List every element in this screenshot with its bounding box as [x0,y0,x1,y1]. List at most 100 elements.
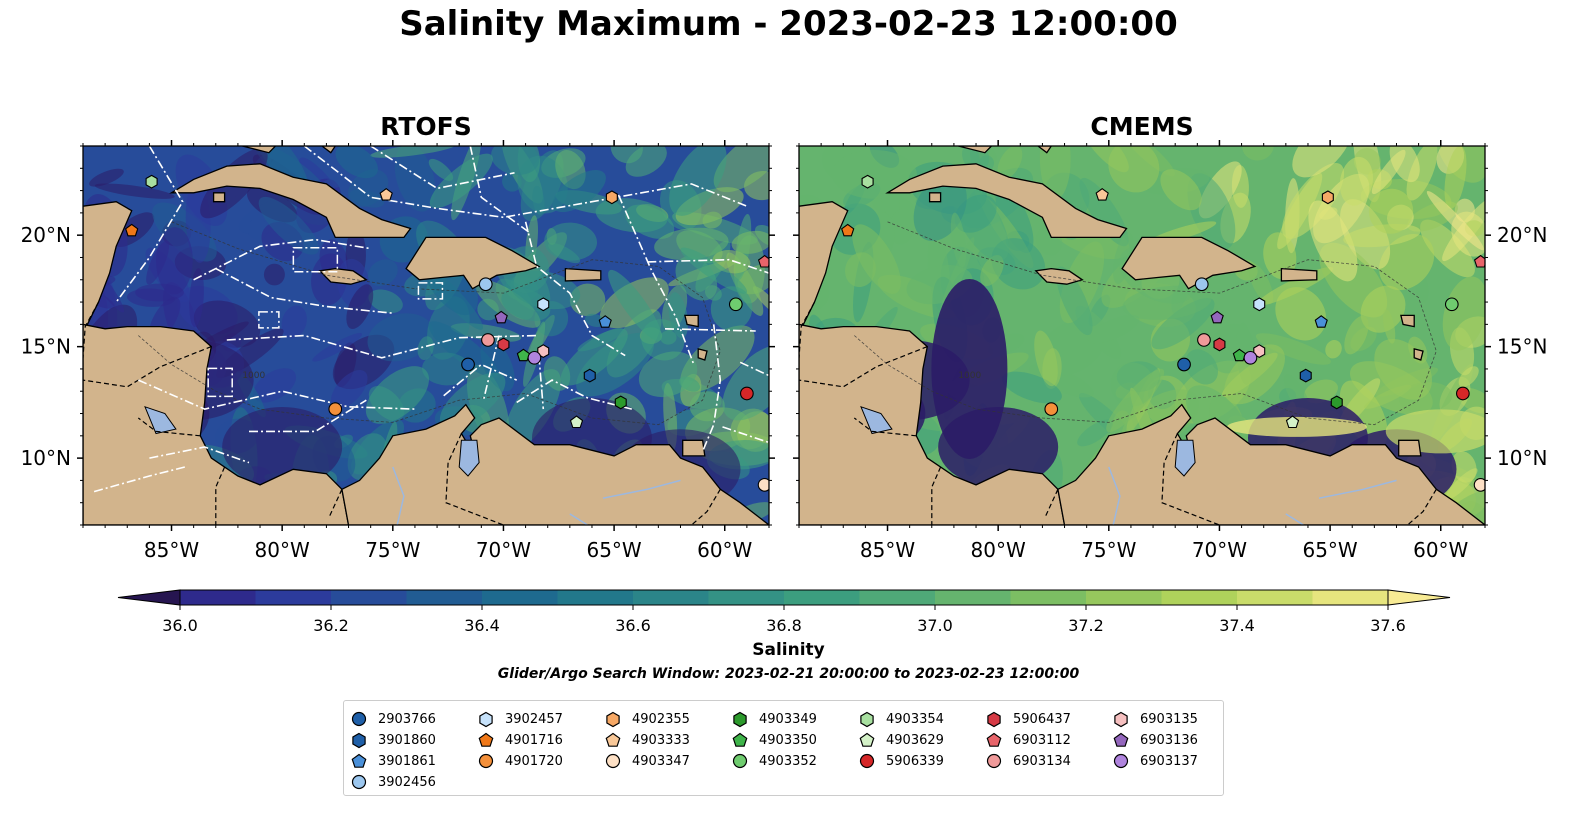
country-border [137,417,201,437]
eez-boundary [303,146,748,219]
lat-tick-label: 15°N [21,335,71,359]
colorbar-segment [557,590,634,605]
legend-item-6903137: 6903137 [1112,751,1198,771]
lat-tick-label: 20°N [1497,223,1547,247]
river [569,513,588,525]
float-marker-3902456 [1194,277,1209,292]
legend-label: 4903349 [759,711,817,727]
panel-frame [798,145,1486,526]
float-marker-6903134 [481,333,495,347]
float-marker-6903135 [537,344,550,359]
land-south-america [341,403,769,525]
colorbar-label: Salinity [752,640,825,660]
legend-item-4903333: 4903333 [604,730,690,750]
country-border [1161,433,1220,525]
legend-item-2903766: 2903766 [350,709,436,729]
lon-tick-label: 60°W [697,538,752,562]
colorbar-tick-label: 36.8 [766,616,802,635]
land-hispaniola [405,236,541,290]
eez-boundary [516,379,632,410]
legend-label: 5906437 [1013,711,1071,727]
lon-tick-label: 75°W [1081,538,1136,562]
legend-item-4903352: 4903352 [731,751,817,771]
legend-item-3902457: 3902457 [477,709,563,729]
eez-boundary [469,146,531,234]
colorbar-segment [406,590,483,605]
river [1108,466,1121,525]
lake [144,405,177,435]
country-border [799,346,928,388]
legend-item-6903135: 6903135 [1112,709,1198,729]
land-trinidad [1398,439,1422,457]
land-south-america [1057,403,1485,525]
eez-boundary [193,238,371,281]
float-marker-4903629 [1285,415,1300,429]
map-panel-cmems: 1000 [799,146,1485,525]
land-trinidad [682,439,706,457]
legend-item-4903629: 4903629 [858,730,944,750]
legend-item-6903112: 6903112 [985,730,1071,750]
land-cuba [169,163,412,239]
legend-label: 4903352 [759,753,817,769]
eez-boundary [482,335,500,401]
land-puerto-rico [564,267,602,282]
legend-label: 6903112 [1013,732,1071,748]
lat-tick-label: 15°N [1497,335,1547,359]
eez-boundary [524,221,626,357]
float-marker-6903112 [1473,254,1485,268]
legend-label: 3901861 [378,753,436,769]
float-marker-3901861 [598,315,612,328]
float-marker-4903350 [516,348,531,362]
contour-label: 1000 [242,371,265,381]
legend-marker [351,753,367,768]
float-marker-4903629 [569,415,584,429]
eez-boundary [258,311,280,329]
float-marker-4902355 [605,190,618,205]
eez-boundary [647,258,769,274]
colorbar-segment [784,590,860,605]
legend-marker [732,732,748,747]
colorbar-segment [180,590,256,605]
land-puerto-rico [1280,267,1318,282]
colorbar-tick-label: 36.2 [313,616,349,635]
country-border [445,433,504,525]
float-marker-4903349 [614,395,627,410]
country-border [691,488,721,525]
eez-boundary [137,379,415,410]
legend-marker [478,753,494,769]
eez-boundary [292,246,339,273]
float-marker-4903333 [1095,188,1109,201]
search-window-text: Glider/Argo Search Window: 2023-02-21 20… [497,666,1080,682]
country-border [1044,489,1059,519]
colorbar-tick-label: 37.4 [1219,616,1255,635]
land-martinique [1413,348,1424,361]
colorbar-extend-high [1387,589,1451,606]
lon-tick-label: 70°W [476,538,531,562]
float-marker-4901716 [125,223,139,237]
legend-label: 6903137 [1140,753,1198,769]
legend-marker [478,732,494,747]
eez-boundary [93,466,185,493]
river [1318,479,1397,499]
legend-marker [859,753,875,769]
float-marker-4903354 [861,174,874,189]
lake [1174,439,1196,477]
bathymetry-contour [138,221,721,426]
legend-label: 4903350 [759,732,817,748]
figure-title: Salinity Maximum - 2023-02-23 12:00:00 [399,4,1178,44]
legend-item-4903347: 4903347 [604,751,690,771]
legend-label: 2903766 [378,711,436,727]
country-border [328,489,343,519]
eez-boundary [722,426,769,444]
lon-tick-label: 85°W [860,538,915,562]
land-florida-tip [242,146,277,154]
river [1285,513,1304,525]
legend-marker [1114,711,1128,728]
colorbar-segment [331,590,407,605]
legend-marker [352,732,366,749]
lon-tick-label: 85°W [144,538,199,562]
eez-boundary [701,324,722,452]
legend-label: 4903354 [886,711,944,727]
colorbar-segment [482,590,558,605]
